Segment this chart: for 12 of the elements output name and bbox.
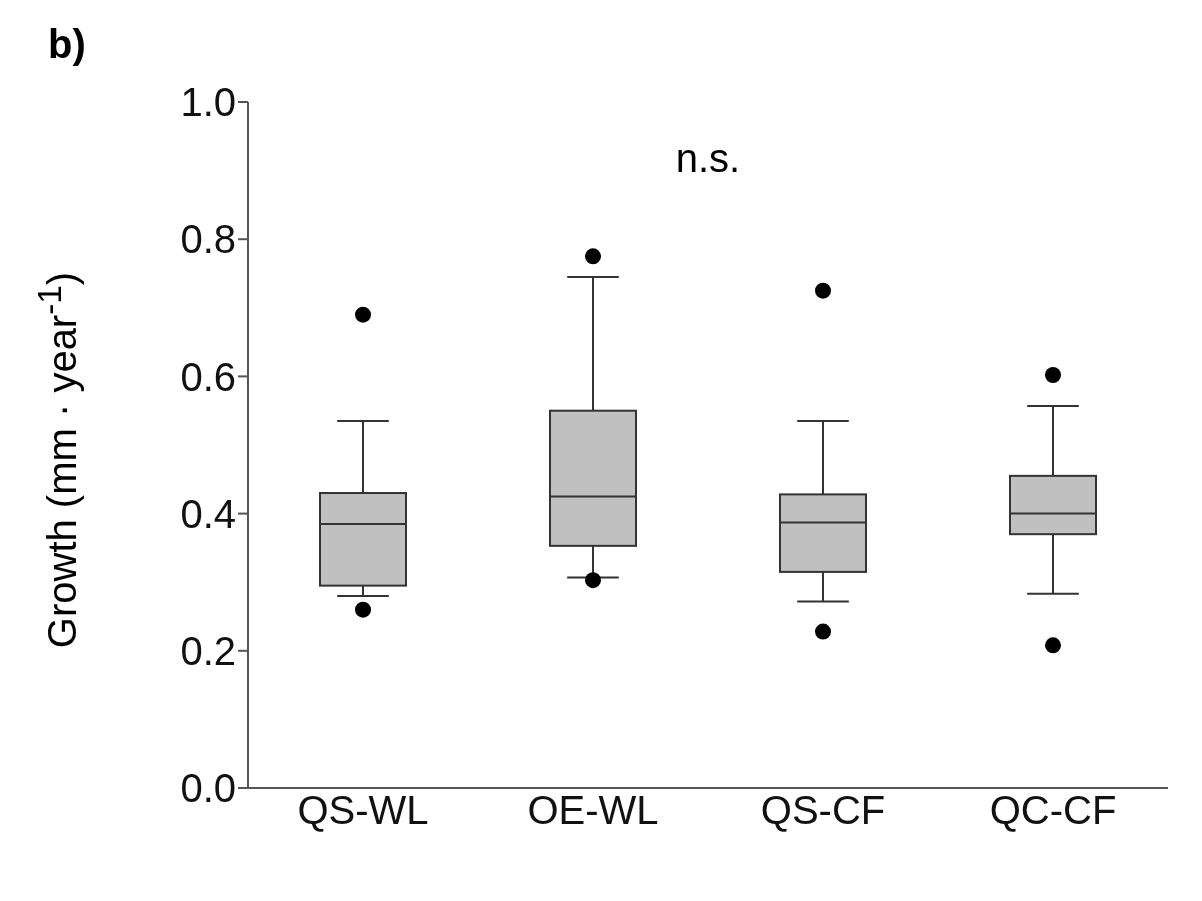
x-tick-label: QC-CF bbox=[989, 788, 1117, 833]
y-tick-label: 0.0 bbox=[180, 766, 236, 811]
x-tick-label: OE-WL bbox=[527, 788, 659, 833]
y-tick-label: 0.8 bbox=[180, 217, 236, 262]
x-tick-label: QS-CF bbox=[760, 788, 886, 833]
y-tick-label: 1.0 bbox=[180, 80, 236, 125]
y-tick-label: 0.4 bbox=[180, 491, 236, 536]
chart-title: b) bbox=[48, 22, 86, 67]
y-tick-label: 0.6 bbox=[180, 354, 236, 399]
annotation: n.s. bbox=[675, 136, 741, 181]
x-tick-label: QS-WL bbox=[297, 788, 429, 833]
y-tick-label: 0.2 bbox=[180, 629, 236, 673]
